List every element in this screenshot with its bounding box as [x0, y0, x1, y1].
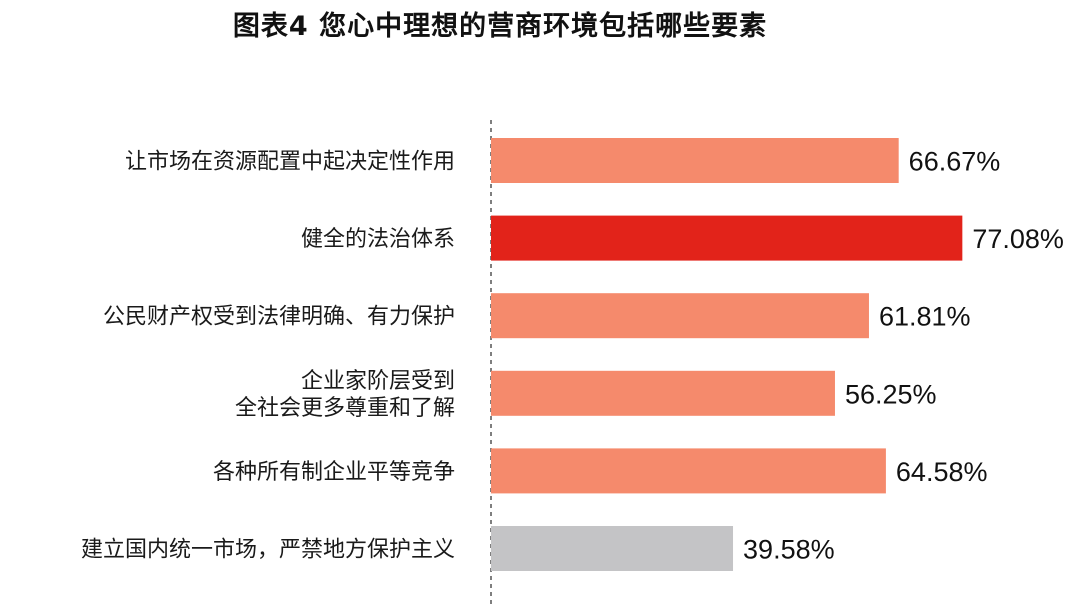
value-label-4: 64.58% — [896, 457, 988, 487]
chart-title: 图表4 您心中理想的营商环境包括哪些要素 — [232, 11, 768, 42]
category-label-1: 健全的法治体系 — [301, 227, 455, 252]
bar-4 — [491, 448, 886, 494]
category-label-4: 各种所有制企业平等竞争 — [213, 460, 455, 485]
bar-3 — [491, 370, 835, 416]
category-label-0: 让市场在资源配置中起决定性作用 — [125, 150, 455, 175]
bars-group: 66.67% 让市场在资源配置中起决定性作用 77.08% 健全的法治体系 61.81%… — [81, 138, 1064, 571]
bar-0 — [491, 138, 899, 183]
value-label-1: 77.08% — [972, 224, 1064, 254]
bar-1 — [491, 215, 963, 261]
category-label-3-line-0: 企业家阶层受到 — [301, 369, 455, 394]
value-label-2: 61.81% — [879, 302, 971, 332]
bar-2 — [491, 293, 869, 339]
value-label-3: 56.25% — [845, 379, 937, 409]
category-label-2: 公民财产权受到法律明确、有力保护 — [103, 305, 455, 330]
value-label-0: 66.67% — [909, 147, 1001, 177]
category-label-3-line-1: 全社会更多尊重和了解 — [235, 396, 455, 421]
value-label-5: 39.58% — [743, 535, 835, 565]
category-label-5: 建立国内统一市场，严禁地方保护主义 — [81, 538, 455, 563]
bar-5 — [491, 526, 734, 571]
